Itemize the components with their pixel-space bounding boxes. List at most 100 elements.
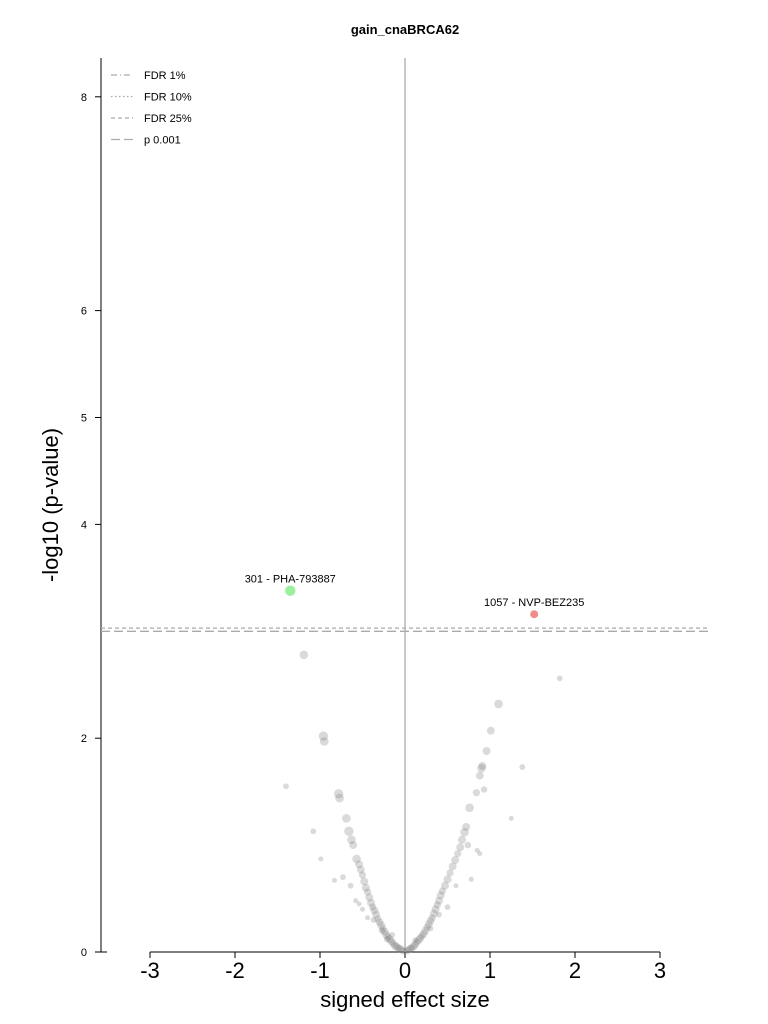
data-point bbox=[349, 841, 358, 850]
data-point bbox=[390, 941, 399, 950]
data-point bbox=[358, 871, 367, 879]
data-point bbox=[419, 929, 428, 938]
data-point bbox=[356, 901, 362, 907]
x-tick-label: 1 bbox=[484, 958, 496, 983]
data-point bbox=[475, 771, 484, 780]
data-point bbox=[375, 918, 384, 927]
data-point bbox=[318, 856, 324, 862]
data-point bbox=[412, 937, 419, 944]
legend-label: FDR 25% bbox=[144, 113, 192, 125]
data-point bbox=[406, 944, 415, 953]
data-point bbox=[352, 854, 361, 864]
highlighted-point bbox=[285, 585, 296, 596]
point-annotation: 301 - PHA-793887 bbox=[245, 574, 336, 586]
data-point bbox=[474, 847, 480, 853]
x-tick-label: 2 bbox=[569, 958, 581, 983]
data-point bbox=[404, 946, 412, 954]
data-point bbox=[370, 906, 379, 915]
x-tick-label: 0 bbox=[399, 958, 411, 983]
x-tick-label: -1 bbox=[310, 958, 330, 983]
data-point bbox=[494, 699, 503, 709]
data-point bbox=[464, 841, 472, 849]
threshold-lines bbox=[101, 627, 710, 632]
points-layer bbox=[283, 650, 563, 955]
data-point bbox=[369, 903, 377, 911]
data-point bbox=[414, 936, 423, 945]
data-point bbox=[367, 898, 375, 907]
legend-label: FDR 10% bbox=[144, 92, 192, 104]
data-point bbox=[429, 909, 438, 918]
data-point bbox=[389, 932, 396, 938]
y-tick-label: 4 bbox=[81, 519, 87, 531]
data-point bbox=[379, 924, 387, 933]
data-point bbox=[378, 927, 386, 934]
data-point bbox=[398, 946, 406, 954]
data-point bbox=[438, 887, 446, 895]
data-point bbox=[465, 803, 474, 813]
data-point bbox=[399, 947, 407, 955]
data-point bbox=[451, 856, 460, 865]
data-point bbox=[377, 921, 386, 930]
data-point bbox=[383, 935, 391, 943]
highlighted-points: 301 - PHA-793887 1057 - NVP-BEZ235 bbox=[245, 574, 584, 619]
data-point bbox=[384, 933, 392, 941]
data-point bbox=[340, 874, 346, 881]
data-point bbox=[355, 860, 364, 869]
data-point bbox=[411, 940, 420, 949]
data-point bbox=[457, 835, 466, 844]
data-point bbox=[460, 827, 469, 837]
data-point bbox=[361, 883, 370, 892]
data-point bbox=[347, 835, 356, 845]
data-point bbox=[356, 865, 365, 874]
data-point bbox=[519, 764, 526, 770]
data-point bbox=[395, 944, 404, 953]
data-point bbox=[556, 675, 563, 682]
legend: FDR 1% FDR 10% FDR 25% p 0.001 bbox=[111, 70, 192, 147]
chart-title: gain_cnaBRCA62 bbox=[351, 22, 459, 37]
data-point bbox=[454, 850, 462, 858]
data-point bbox=[392, 942, 401, 951]
data-point bbox=[440, 881, 449, 890]
data-point bbox=[421, 926, 430, 935]
data-point bbox=[448, 862, 457, 871]
data-point bbox=[433, 901, 441, 909]
data-point bbox=[472, 789, 480, 797]
data-point bbox=[431, 905, 440, 914]
data-point bbox=[477, 851, 483, 857]
data-point bbox=[380, 927, 389, 936]
legend-label: FDR 1% bbox=[144, 70, 186, 82]
data-point bbox=[353, 898, 359, 904]
highlighted-point bbox=[530, 610, 539, 619]
data-point bbox=[334, 789, 344, 799]
x-tick-label: 3 bbox=[654, 958, 666, 983]
data-point bbox=[444, 904, 451, 910]
data-point bbox=[370, 917, 377, 923]
data-point bbox=[364, 888, 372, 896]
data-point bbox=[394, 944, 402, 952]
y-tick-label: 5 bbox=[81, 413, 87, 425]
data-point bbox=[382, 930, 391, 939]
data-point bbox=[477, 763, 486, 773]
data-point bbox=[482, 747, 491, 755]
data-point bbox=[365, 915, 371, 921]
y-tick-label: 6 bbox=[81, 306, 87, 318]
data-point bbox=[508, 815, 514, 821]
data-point bbox=[413, 938, 421, 946]
data-point bbox=[372, 910, 381, 919]
x-tick-label: -2 bbox=[225, 958, 245, 983]
data-point bbox=[435, 896, 443, 905]
data-point bbox=[462, 822, 471, 831]
data-point bbox=[374, 915, 382, 923]
data-point bbox=[423, 923, 431, 932]
data-point bbox=[409, 942, 418, 951]
data-point bbox=[319, 737, 329, 746]
data-point bbox=[426, 917, 435, 925]
data-point bbox=[310, 828, 317, 835]
y-tick-label: 2 bbox=[81, 733, 87, 745]
data-point bbox=[436, 891, 445, 900]
data-point bbox=[331, 877, 337, 883]
axes: 0 2 4 5 6 8 -3 -2 -1 0 1 2 3 bbox=[81, 58, 666, 983]
data-point bbox=[335, 793, 344, 803]
data-point bbox=[408, 944, 416, 952]
